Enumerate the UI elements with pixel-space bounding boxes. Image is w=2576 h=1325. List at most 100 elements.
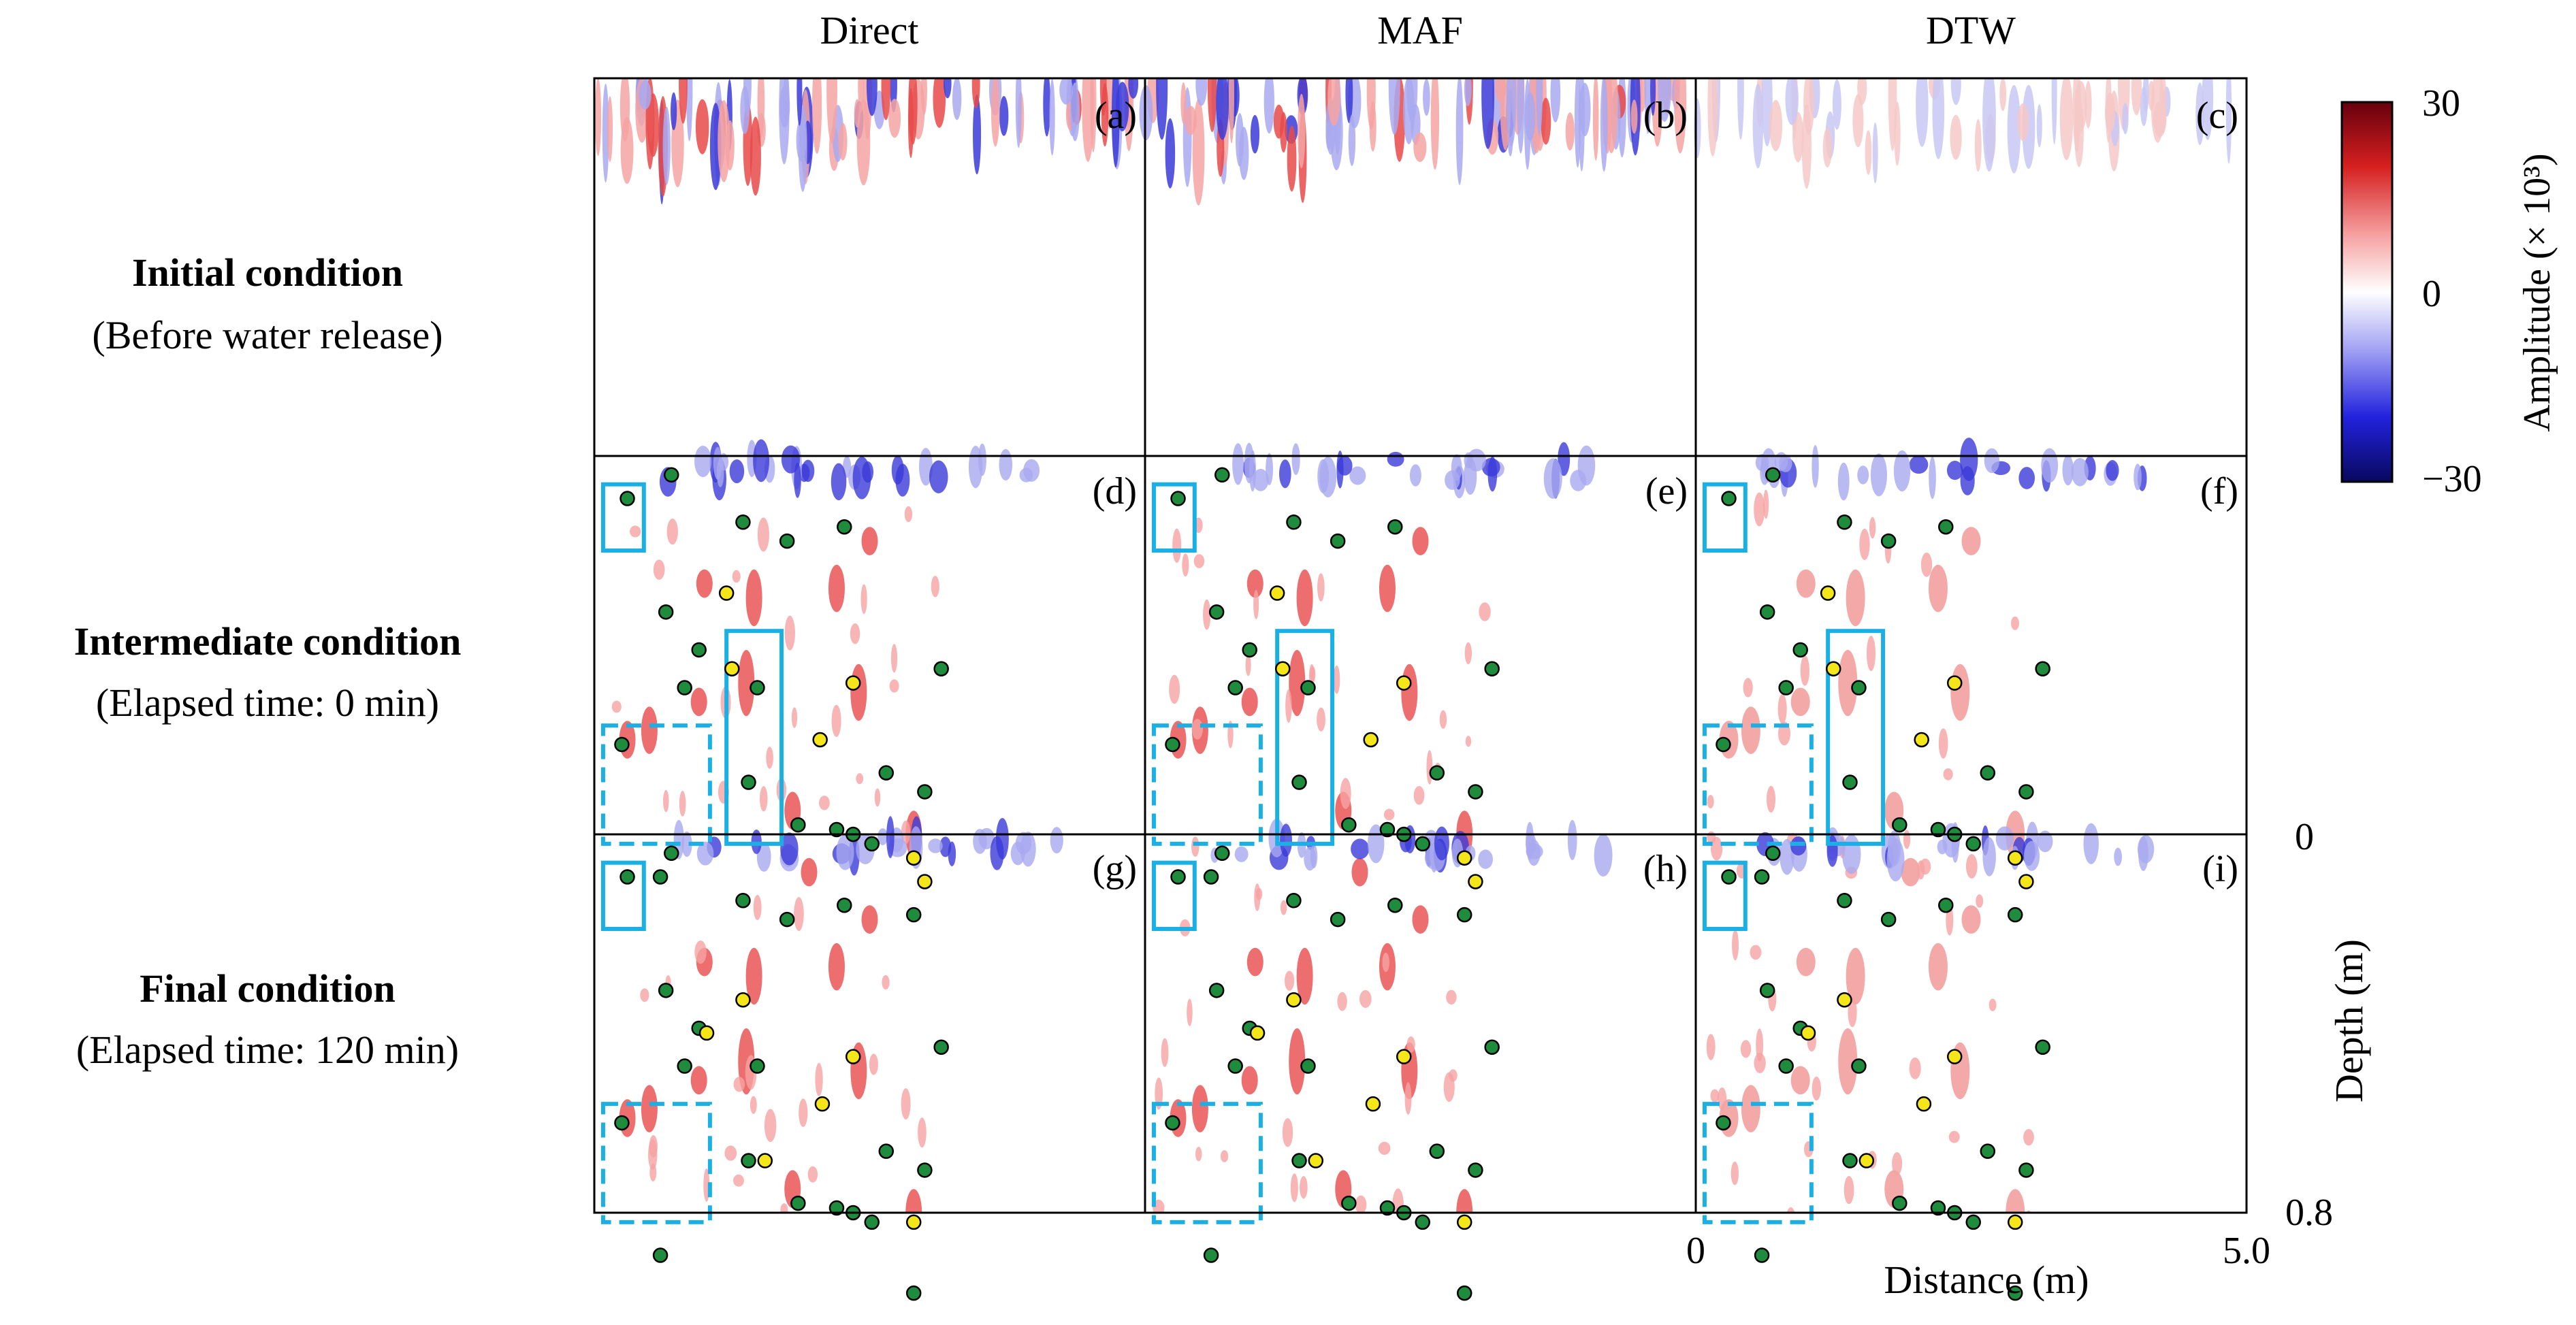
amplitude-mark xyxy=(1241,1066,1258,1095)
amplitude-mark xyxy=(2122,103,2129,135)
amplitude-mark xyxy=(801,857,818,887)
amplitude-mark xyxy=(2137,835,2155,864)
amplitude-mark xyxy=(1348,114,1356,167)
amplitude-mark xyxy=(901,1087,911,1120)
amplitude-mark xyxy=(1812,1076,1821,1101)
amplitude-mark xyxy=(1228,78,1235,144)
amplitude-mark xyxy=(1423,78,1430,116)
amplitude-mark xyxy=(1578,78,1585,171)
amplitude-mark xyxy=(890,644,898,673)
green-marker xyxy=(2018,784,2034,800)
amplitude-mark xyxy=(1291,443,1300,476)
amplitude-mark xyxy=(639,80,651,110)
amplitude-mark xyxy=(1359,989,1372,1008)
amplitude-mark xyxy=(1043,78,1051,137)
amplitude-mark xyxy=(2153,101,2167,137)
amplitude-mark xyxy=(1541,97,1551,145)
amplitude-mark xyxy=(662,106,671,185)
green-marker xyxy=(1851,1058,1867,1074)
amplitude-mark xyxy=(1838,1028,1858,1095)
panel-label-h: (h) xyxy=(1643,848,1688,890)
green-marker xyxy=(878,765,895,781)
amplitude-mark xyxy=(2026,1210,2031,1213)
target-box-dashed xyxy=(1151,1102,1263,1224)
amplitude-mark xyxy=(1786,1207,1795,1213)
amplitude-mark xyxy=(679,78,688,124)
amplitude-mark xyxy=(1253,589,1259,619)
amplitude-mark xyxy=(1234,846,1249,862)
amplitude-mark xyxy=(1605,78,1618,154)
marker-layer xyxy=(600,467,2050,1301)
amplitude-mark xyxy=(1796,947,1816,977)
amplitude-mark xyxy=(1984,448,2000,474)
amplitude-mark xyxy=(878,828,888,845)
yellow-marker xyxy=(1456,850,1472,866)
amplitude-mark xyxy=(2195,82,2204,146)
amplitude-mark xyxy=(1658,78,1671,122)
green-marker xyxy=(1242,642,1257,658)
amplitude-mark xyxy=(1865,130,1872,176)
amplitude-mark xyxy=(1165,118,1176,189)
amplitude-mark xyxy=(1434,826,1449,861)
amplitude-mark xyxy=(1920,552,1933,577)
yellow-marker xyxy=(1820,585,1836,601)
amplitude-mark xyxy=(1872,122,1878,184)
amplitude-mark xyxy=(666,519,678,545)
green-marker xyxy=(1930,1200,1946,1216)
amplitude-mark xyxy=(1857,78,1867,105)
green-marker xyxy=(1721,869,1737,885)
amplitude-mark xyxy=(1567,819,1577,860)
amplitude-mark xyxy=(653,559,665,580)
target-box-dashed xyxy=(600,723,712,846)
amplitude-mark xyxy=(1888,78,1897,151)
green-marker xyxy=(750,1058,765,1074)
amplitude-mark xyxy=(1099,78,1107,116)
amplitude-mark xyxy=(2006,1189,2025,1213)
amplitude-mark xyxy=(2062,455,2074,486)
amplitude-mark xyxy=(641,1085,658,1132)
amplitude-mark xyxy=(1960,438,1978,481)
amplitude-mark xyxy=(2074,80,2087,132)
green-marker xyxy=(779,533,795,549)
amplitude-mark xyxy=(649,1134,658,1158)
green-marker xyxy=(917,784,933,800)
green-marker xyxy=(1456,1285,1472,1301)
green-marker xyxy=(1965,836,1981,852)
amplitude-mark xyxy=(1244,442,1254,484)
amplitude-mark xyxy=(1128,78,1139,99)
heatmap-layer xyxy=(595,78,2232,1227)
amplitude-mark xyxy=(1289,649,1306,717)
amplitude-mark xyxy=(1852,94,1864,148)
amplitude-mark xyxy=(730,1213,739,1227)
yellow-marker xyxy=(1396,1049,1412,1064)
green-marker xyxy=(2007,1285,2023,1301)
yellow-marker xyxy=(814,1096,831,1112)
amplitude-mark xyxy=(1241,687,1258,717)
yellow-marker xyxy=(698,1025,715,1041)
green-marker xyxy=(837,898,852,913)
green-marker xyxy=(1759,983,1775,998)
green-marker xyxy=(664,467,679,483)
green-marker xyxy=(652,1247,669,1263)
amplitude-mark xyxy=(1780,838,1794,875)
amplitude-mark xyxy=(602,83,609,183)
green-marker xyxy=(1851,680,1867,696)
amplitude-mark xyxy=(929,460,948,493)
target-box-solid xyxy=(1275,629,1335,846)
amplitude-mark xyxy=(1846,947,1865,1005)
green-marker xyxy=(1429,765,1445,781)
amplitude-mark xyxy=(1345,78,1353,124)
green-marker xyxy=(790,1195,806,1211)
target-box-dashed xyxy=(1151,723,1263,846)
amplitude-mark xyxy=(2105,93,2115,133)
green-marker xyxy=(1415,1214,1430,1230)
amplitude-mark xyxy=(724,1145,737,1161)
amplitude-mark xyxy=(1446,989,1457,1005)
amplitude-mark xyxy=(1116,82,1129,131)
amplitude-mark xyxy=(826,78,837,144)
amplitude-mark xyxy=(1351,857,1368,887)
amplitude-mark xyxy=(1774,452,1788,471)
green-marker xyxy=(664,845,679,862)
amplitude-mark xyxy=(1750,945,1762,960)
green-marker xyxy=(1208,604,1225,620)
